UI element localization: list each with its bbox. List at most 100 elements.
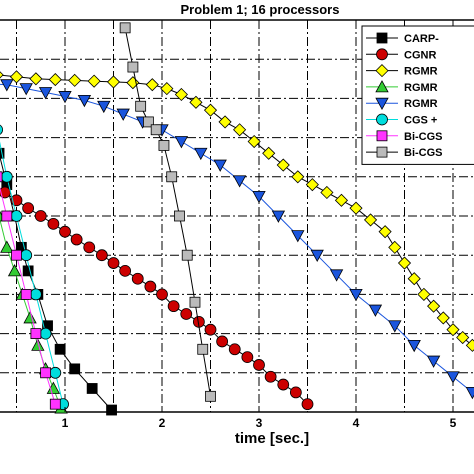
data-point: [174, 210, 185, 222]
data-point: [189, 95, 203, 109]
legend-label: RGMR: [404, 82, 438, 94]
x-tick-label: 2: [159, 416, 166, 430]
legend-label: CARP-: [404, 33, 439, 45]
data-point: [197, 343, 209, 355]
data-point: [446, 323, 460, 337]
x-tick-labels: 1 2 3 4 5: [62, 407, 457, 430]
series-6: [0, 171, 61, 410]
x-axis-label: time [sec.]: [235, 430, 309, 447]
data-point: [446, 371, 460, 384]
plot-frame: [0, 19, 474, 413]
data-point: [31, 338, 45, 351]
data-point: [241, 351, 254, 364]
data-point: [106, 404, 117, 416]
legend-marker: [376, 48, 388, 61]
data-point: [160, 82, 174, 96]
data-point: [426, 355, 441, 368]
data-point: [174, 87, 188, 102]
data-point: [0, 124, 3, 135]
data-point: [465, 338, 474, 352]
legend-label: Bi-CGS: [404, 147, 443, 159]
legend-item: Bi-CGS: [366, 130, 443, 143]
data-point: [38, 87, 53, 100]
data-point: [0, 79, 14, 92]
data-point: [397, 256, 412, 270]
x-tick-label: 3: [256, 416, 263, 430]
data-point: [39, 327, 52, 340]
legend-label: RGMR: [404, 98, 438, 110]
legend-marker: [376, 113, 388, 126]
data-point: [213, 159, 227, 172]
data-point: [158, 140, 170, 151]
data-point: [47, 217, 60, 230]
series-3: [0, 210, 68, 414]
data-point: [203, 103, 218, 117]
data-point: [143, 116, 154, 128]
legend-item: RGMR: [366, 64, 438, 78]
data-point: [30, 328, 42, 340]
x-tick-label: 1: [62, 416, 69, 430]
data-point: [436, 311, 450, 325]
data-point: [0, 71, 4, 79]
data-point: [86, 383, 98, 394]
legend-marker: [375, 80, 389, 93]
data-point: [247, 134, 261, 149]
data-point: [95, 249, 108, 262]
legend-item: CGNR: [366, 48, 436, 61]
data-point: [232, 175, 247, 188]
data-point: [218, 115, 232, 129]
legend-item: RGMR: [366, 80, 438, 94]
data-point: [465, 386, 474, 400]
series-2: [0, 70, 474, 352]
data-point: [205, 390, 216, 402]
legend-label: Bi-CGS: [404, 131, 443, 143]
data-point: [156, 288, 168, 301]
data-point: [20, 288, 32, 300]
data-point: [34, 210, 47, 222]
data-point: [20, 249, 33, 262]
data-point: [29, 72, 43, 86]
series-layer: [0, 22, 474, 416]
data-point: [59, 225, 71, 238]
data-point: [119, 22, 131, 34]
data-point: [145, 78, 159, 92]
legend-label: CGNR: [404, 49, 436, 61]
data-point: [233, 123, 247, 137]
legend-marker: [376, 32, 388, 44]
data-point: [388, 240, 402, 254]
data-point: [144, 280, 157, 293]
data-point: [49, 398, 61, 410]
series-7: [119, 22, 216, 402]
data-point: [174, 136, 189, 149]
data-point: [427, 299, 441, 313]
data-point: [378, 225, 392, 239]
data-point: [334, 193, 349, 207]
data-point: [7, 264, 22, 277]
legend-item: CGS +: [366, 113, 437, 127]
legend-box: [361, 25, 474, 165]
data-point: [388, 320, 402, 333]
data-point: [407, 272, 421, 286]
data-point: [305, 178, 319, 192]
chart-title: Problem 1; 16 processors: [181, 2, 340, 17]
legend-marker: [375, 64, 389, 78]
data-point: [106, 75, 121, 89]
data-point: [363, 213, 378, 227]
data-point: [368, 304, 383, 317]
data-point: [150, 124, 162, 136]
data-point: [87, 74, 101, 88]
data-point: [58, 91, 72, 104]
data-point: [329, 269, 344, 282]
data-point: [417, 287, 431, 301]
data-point: [310, 249, 324, 263]
legend-item: CARP-: [366, 32, 439, 45]
data-point: [0, 240, 14, 253]
data-point: [407, 339, 421, 353]
data-point: [194, 147, 208, 161]
data-point: [253, 359, 265, 371]
data-point: [48, 73, 62, 87]
legend-label: CGS +: [404, 115, 437, 127]
data-point: [262, 146, 276, 160]
data-point: [107, 257, 120, 269]
